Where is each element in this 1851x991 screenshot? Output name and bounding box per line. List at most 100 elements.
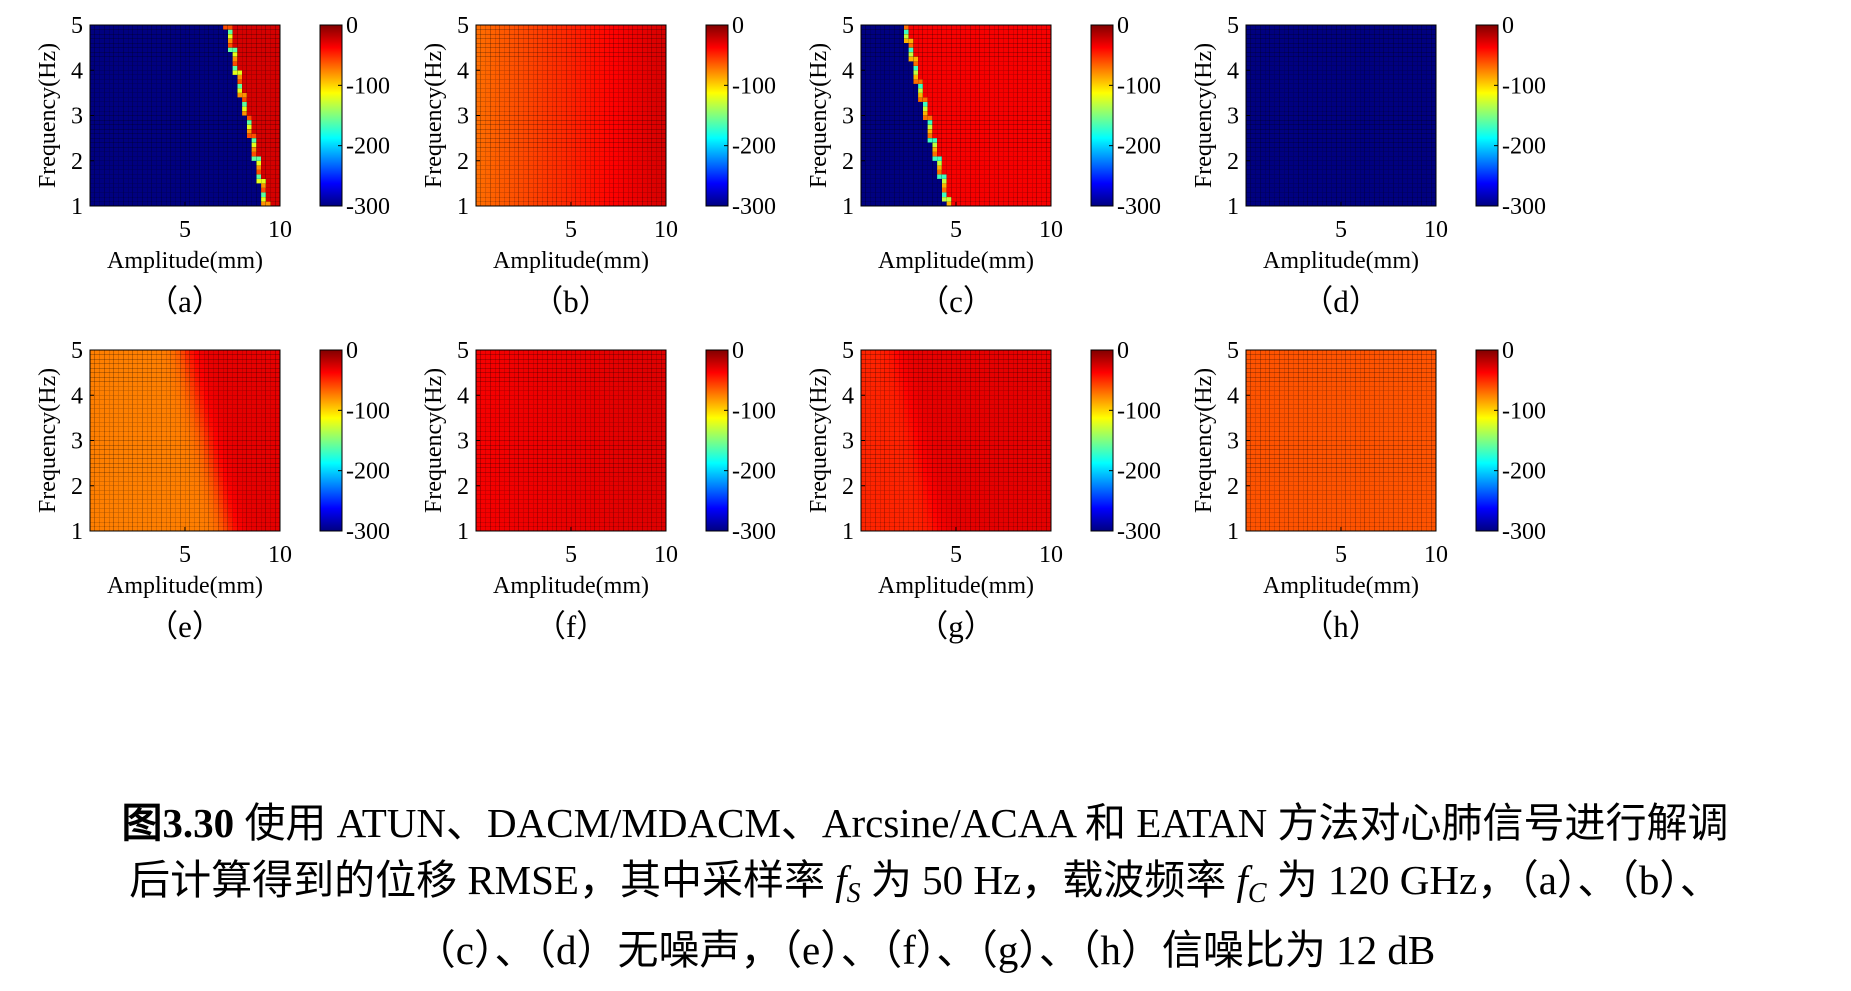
heatmap-cell [246,160,252,166]
heatmap-cell [222,88,229,94]
heatmap-cell [532,24,539,30]
heatmap-cell [542,101,548,107]
heatmap-cell [984,74,990,80]
heatmap-cell [542,65,548,71]
heatmap-cell [227,137,233,143]
heatmap-cell [974,174,981,180]
heatmap-cell [170,83,176,89]
heatmap-cell [974,51,981,57]
heatmap-cell [556,42,562,48]
heatmap-cell [475,160,482,166]
heatmap-cell [132,88,138,94]
heatmap-cell [632,174,638,180]
heatmap-cell [613,187,619,193]
heatmap-cell [265,128,271,134]
heatmap-cell [156,38,162,44]
heatmap-cell [232,106,238,112]
heatmap-cell [104,201,110,207]
heatmap-cell [656,29,662,35]
heatmap-cell [561,110,567,116]
heatmap-cell [955,146,962,152]
heatmap-cell [113,92,119,98]
heatmap-cell [941,51,947,57]
heatmap-cell [646,70,653,76]
heatmap-cell [1041,29,1047,35]
heatmap-cell [547,70,553,76]
heatmap-cell [89,201,96,207]
heatmap-cell [499,119,505,125]
heatmap-cell [275,88,281,94]
heatmap-cell [232,92,238,98]
heatmap-cell [227,196,233,202]
heatmap-cell [608,83,615,89]
heatmap-cell [951,124,957,130]
heatmap-cell [979,101,985,107]
heatmap-cell [1031,29,1038,35]
heatmap-cell [608,119,615,125]
heatmap-cell [898,51,905,57]
heatmap-cell [142,201,148,207]
heatmap-cell [251,42,257,48]
heatmap-cell [860,187,867,193]
heatmap-cell [1017,178,1023,184]
heatmap-cell [99,151,105,157]
heatmap-cell [594,51,600,57]
heatmap-cell [175,201,181,207]
heatmap-cell [547,137,553,143]
heatmap-cell [884,42,890,48]
heatmap-cell [265,106,271,112]
heatmap-cell [932,110,938,116]
heatmap-cell [509,124,515,130]
heatmap-cell [537,56,543,62]
heatmap-cell [889,29,895,35]
heatmap-cell [585,51,591,57]
heatmap-cell [941,178,947,184]
heatmap-cell [547,38,553,44]
heatmap-cell [884,133,890,139]
heatmap-cell [1041,33,1047,39]
heatmap-cell [960,196,966,202]
heatmap-cell [903,38,909,44]
heatmap-cell [108,187,115,193]
heatmap-cell [865,106,871,112]
heatmap-cell [94,165,100,171]
heatmap-cell [509,178,515,184]
heatmap-cell [1003,97,1009,103]
heatmap-cell [499,79,505,85]
heatmap-cell [941,128,947,134]
heatmap-cell [865,133,871,139]
heatmap-cell [1036,160,1042,166]
heatmap-cell [927,192,933,198]
heatmap-cell [509,165,515,171]
heatmap-cell [984,83,990,89]
heatmap-cell [1036,151,1042,157]
heatmap-cell [656,47,662,53]
heatmap-cell [1041,92,1047,98]
heatmap-cell [127,33,134,39]
heatmap-cell [151,61,157,66]
heatmap-cell [979,124,985,130]
heatmap-cell [547,51,553,57]
heatmap-cell [547,196,553,202]
heatmap-cell [913,174,919,180]
heatmap-cell [894,119,900,125]
heatmap-cell [208,47,214,53]
heatmap-cell [936,119,943,125]
heatmap-cell [879,119,886,125]
heatmap-cell [161,51,167,57]
heatmap-cell [490,151,496,157]
heatmap-cell [1017,33,1023,39]
heatmap-cell [998,160,1004,166]
heatmap-cell [580,165,586,171]
heatmap-cell [246,74,252,80]
heatmap-cell [180,160,186,166]
heatmap-cell [993,110,1000,116]
heatmap-cell [889,115,895,121]
heatmap-cell [575,88,581,94]
heatmap-cell [865,146,871,152]
heatmap-cell [513,29,520,35]
heatmap-cell [984,192,990,198]
heatmap-cell [1022,65,1028,71]
heatmap-cell [608,61,615,66]
heatmap-cell [589,33,596,39]
